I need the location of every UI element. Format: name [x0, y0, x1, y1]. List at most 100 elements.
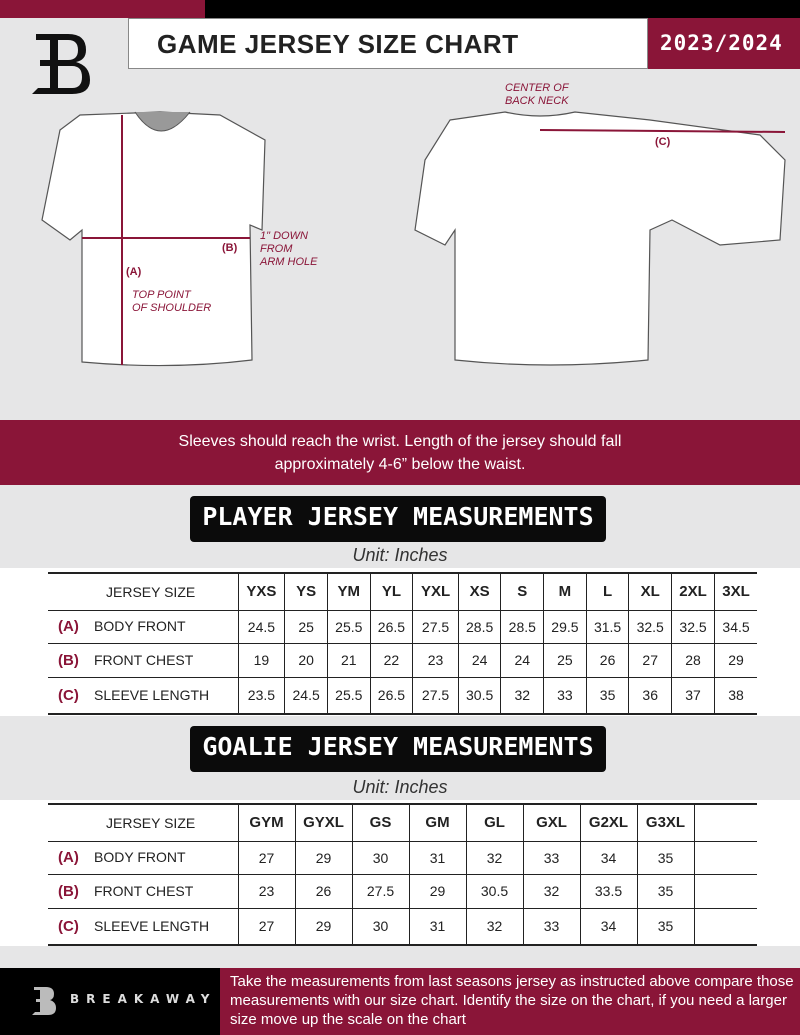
size-col: GYM	[237, 803, 296, 842]
size-col: GYXL	[294, 803, 353, 842]
size-header: JERSEY SIZE	[48, 572, 239, 611]
cell: 34	[579, 840, 638, 875]
goalie-unit: Unit: Inches	[352, 777, 448, 797]
cell: 31	[408, 840, 467, 875]
row-name: SLEEVE LENGTH	[94, 917, 210, 934]
b-marker: (B)	[222, 242, 238, 254]
cell: 32.5	[671, 609, 716, 644]
cell: 34.5	[714, 609, 757, 644]
row-name: BODY FRONT	[94, 849, 186, 865]
cell: 32	[500, 676, 545, 715]
size-col: GL	[465, 803, 524, 842]
cell: 26.5	[369, 676, 414, 715]
cell: 24	[500, 642, 545, 678]
size-col: GM	[408, 803, 467, 842]
player-unit: Unit: Inches	[352, 545, 448, 565]
cell: 23	[237, 873, 296, 909]
footer-brand-name: BREAKAWAY	[70, 992, 217, 1006]
size-col: YL	[369, 572, 414, 611]
cell: 32	[522, 873, 581, 909]
cell: 38	[714, 676, 757, 715]
top-accent-bar	[0, 0, 205, 18]
table-row: (C) SLEEVE LENGTH 23.5 24.5 25.5 26.5 27.5 30.…	[48, 676, 757, 715]
cell: 33	[522, 840, 581, 875]
table-header-row: JERSEY SIZE GYM GYXL GS GM GL GXL G2XL G3XL	[48, 803, 757, 842]
cell: 25	[543, 642, 587, 678]
cell: 32	[465, 840, 524, 875]
cell: 35	[636, 873, 695, 909]
size-col: S	[500, 572, 545, 611]
cell: 33	[522, 907, 581, 946]
jersey-diagram	[41, 111, 786, 367]
table-row: (A) BODY FRONT 27 29 30 31 32 33 34 35	[48, 840, 757, 875]
cell: 26.5	[369, 609, 414, 644]
fit-instructions-banner: Sleeves should reach the wrist. Length o…	[0, 420, 800, 485]
cell: 21	[326, 642, 371, 678]
cell: 30	[351, 840, 410, 875]
cell	[693, 873, 757, 909]
cell: 20	[284, 642, 328, 678]
row-letter: (A)	[58, 618, 79, 635]
cell: 35	[585, 676, 630, 715]
row-letter: (C)	[58, 917, 79, 935]
a-marker: (A)	[126, 266, 142, 278]
cell: 25.5	[326, 609, 371, 644]
season-badge: 2023/2024	[648, 18, 800, 69]
size-col: XS	[457, 572, 502, 611]
top-black-bar	[205, 0, 800, 18]
cell: 22	[369, 642, 414, 678]
cell: 19	[237, 642, 286, 678]
table-row: (C) SLEEVE LENGTH 27 29 30 31 32 33 34 35	[48, 907, 757, 946]
cell: 28.5	[500, 609, 545, 644]
cell: 28	[671, 642, 716, 678]
cell: 26	[585, 642, 630, 678]
row-name: FRONT CHEST	[94, 651, 194, 668]
cell: 23.5	[237, 676, 286, 715]
top-shoulder-label: TOP POINT OF SHOULDER	[132, 289, 212, 314]
footer-note: Take the measurements from last seasons …	[220, 968, 800, 1035]
row-name: BODY FRONT	[94, 618, 186, 634]
size-header: JERSEY SIZE	[48, 803, 239, 842]
banner-line-1: Sleeves should reach the wrist. Length o…	[178, 433, 622, 450]
cell: 25.5	[326, 676, 371, 715]
cell: 28.5	[457, 609, 502, 644]
row-name: FRONT CHEST	[94, 882, 194, 899]
size-col: L	[585, 572, 630, 611]
cell: 27	[237, 907, 296, 946]
size-col: G3XL	[636, 803, 695, 842]
row-label: (A) BODY FRONT	[48, 840, 239, 875]
cell: 26	[294, 873, 353, 909]
cell: 23	[412, 642, 459, 678]
cell: 32.5	[628, 609, 673, 644]
goalie-section-title: GOALIE JERSEY MEASUREMENTS	[190, 726, 606, 772]
cell: 27	[237, 840, 296, 875]
cell: 33	[543, 676, 587, 715]
arm-hole-label: 1" DOWN FROM ARM HOLE	[260, 230, 318, 268]
size-col: 3XL	[714, 572, 757, 611]
cell	[693, 840, 757, 875]
row-letter: (C)	[58, 686, 79, 704]
row-letter: (A)	[58, 849, 79, 866]
size-col	[693, 803, 757, 842]
size-col: YXL	[412, 572, 459, 611]
table-row: (A) BODY FRONT 24.5 25 25.5 26.5 27.5 28.5 28.5…	[48, 609, 757, 644]
row-letter: (B)	[58, 651, 79, 669]
size-col: GS	[351, 803, 410, 842]
row-letter: (B)	[58, 882, 79, 900]
cell: 29	[408, 873, 467, 909]
back-jersey	[414, 111, 786, 366]
cell: 30	[351, 907, 410, 946]
cell	[693, 907, 757, 946]
cell: 30.5	[457, 676, 502, 715]
row-name: SLEEVE LENGTH	[94, 686, 210, 703]
cell: 36	[628, 676, 673, 715]
cell: 24	[457, 642, 502, 678]
size-col: G2XL	[579, 803, 638, 842]
cell: 29	[714, 642, 757, 678]
cell: 27.5	[412, 676, 459, 715]
table-row: (B) FRONT CHEST 23 26 27.5 29 30.5 32 33.5 35	[48, 873, 757, 909]
cell: 37	[671, 676, 716, 715]
banner-line-2: approximately 4-6” below the waist.	[274, 456, 526, 473]
center-back-neck-label: CENTER OF BACK NECK	[505, 82, 569, 107]
size-col: 2XL	[671, 572, 716, 611]
